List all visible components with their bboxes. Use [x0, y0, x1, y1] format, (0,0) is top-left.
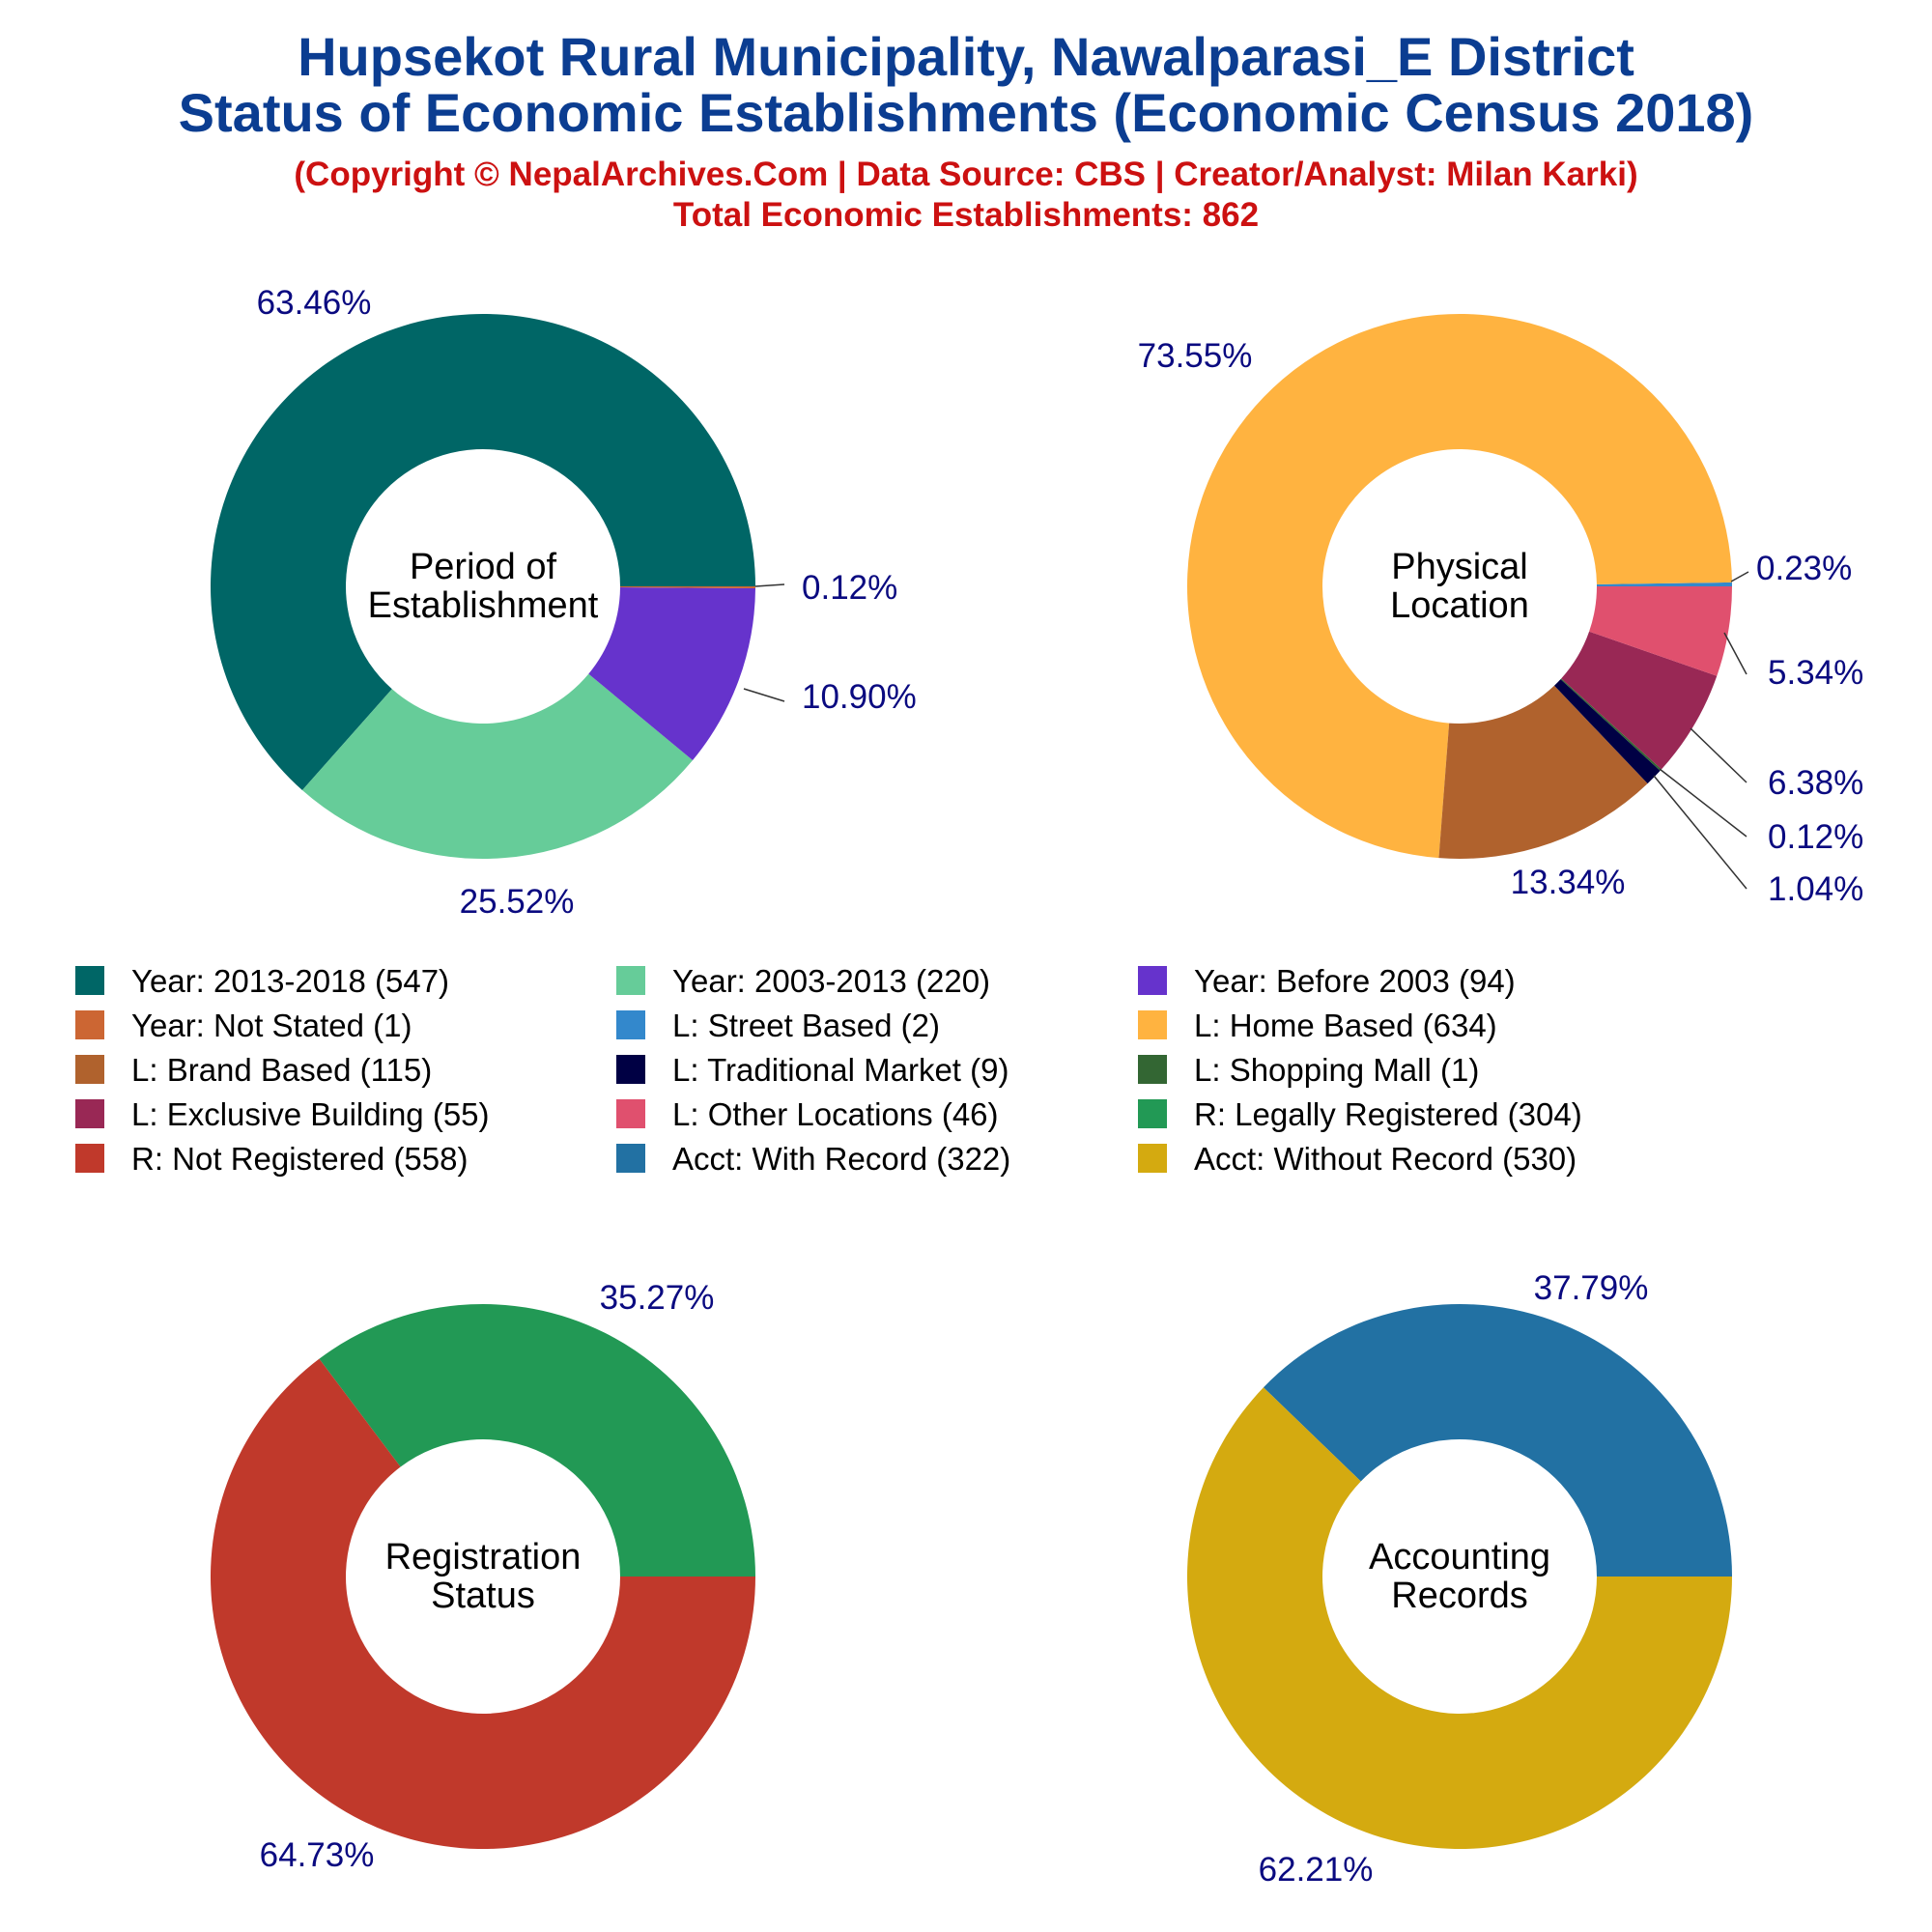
slice-l-shopping-mall — [1560, 678, 1662, 771]
center-label-line-2: Establishment — [368, 585, 599, 626]
pct-label-l-shopping-mall: 0.12% — [1768, 818, 1863, 856]
legend-label-l-brand-based-115: L: Brand Based (115) — [131, 1052, 432, 1088]
legend-swatch-year-2013-2018-547 — [75, 966, 104, 995]
pct-label-acct-with-record: 37.79% — [1534, 1269, 1649, 1307]
pct-label-year-before-2003: 10.90% — [802, 678, 917, 716]
leader-line-year-not-stated — [754, 583, 785, 587]
center-label-line-1: Accounting — [1369, 1537, 1550, 1577]
legend-swatch-year-before-2003-94 — [1138, 966, 1167, 995]
slice-year-2013-2018 — [210, 314, 755, 791]
legend-swatch-l-other-locations-46 — [616, 1099, 645, 1128]
legend-swatch-l-home-based-634 — [1138, 1010, 1167, 1039]
legend-label-acct-with-record-322: Acct: With Record (322) — [672, 1141, 1010, 1177]
subtitle: (Copyright © NepalArchives.Com | Data So… — [294, 156, 1637, 193]
slice-acct-with-record — [1263, 1304, 1732, 1577]
center-label-line-2: Location — [1390, 585, 1529, 626]
pct-label-l-home-based: 73.55% — [1138, 337, 1253, 375]
center-label-line-1: Physical — [1391, 547, 1528, 587]
legend-swatch-acct-with-record-322 — [616, 1144, 645, 1173]
center-label-line-2: Records — [1391, 1576, 1528, 1616]
legend-label-l-shopping-mall-1: L: Shopping Mall (1) — [1194, 1052, 1479, 1088]
pct-label-l-street-based: 0.23% — [1756, 550, 1852, 587]
legend-label-l-street-based-2: L: Street Based (2) — [672, 1008, 940, 1043]
pct-label-year-2013-2018: 63.46% — [257, 284, 372, 322]
slice-year-2003-2013 — [301, 673, 694, 859]
slice-l-exclusive-building — [1561, 631, 1718, 770]
legend-swatch-acct-without-record-530 — [1138, 1144, 1167, 1173]
legend-swatch-l-exclusive-building-55 — [75, 1099, 104, 1128]
legend-label-year-before-2003-94: Year: Before 2003 (94) — [1194, 963, 1516, 999]
legend-label-year-not-stated-1: Year: Not Stated (1) — [131, 1008, 412, 1043]
slice-r-legally-registered — [319, 1303, 756, 1577]
pct-label-r-not-registered: 64.73% — [260, 1836, 375, 1874]
legend-swatch-l-shopping-mall-1 — [1138, 1055, 1167, 1084]
legend-label-l-home-based-634: L: Home Based (634) — [1194, 1008, 1497, 1043]
slice-year-before-2003 — [588, 587, 755, 761]
leader-line-year-before-2003 — [743, 688, 785, 702]
legend-swatch-r-legally-registered-304 — [1138, 1099, 1167, 1128]
slice-l-other-locations — [1589, 586, 1732, 676]
legend-swatch-l-brand-based-115 — [75, 1055, 104, 1084]
leader-line-l-shopping-mall — [1659, 768, 1747, 838]
legend-label-r-legally-registered-304: R: Legally Registered (304) — [1194, 1096, 1582, 1132]
legend-label-year-2003-2013-220: Year: 2003-2013 (220) — [672, 963, 990, 999]
legend-swatch-r-not-registered-558 — [75, 1144, 104, 1173]
slice-acct-without-record — [1186, 1387, 1732, 1849]
slice-l-traditional-market — [1554, 679, 1661, 784]
donut-period-of-establishment: 63.46% 25.52% 10.90% 0.12% Period ofEstablis… — [210, 284, 917, 921]
total-establishments: Total Economic Establishments: 862 — [673, 196, 1259, 234]
center-label-line-1: Registration — [385, 1537, 582, 1577]
legend-label-year-2013-2018-547: Year: 2013-2018 (547) — [131, 963, 449, 999]
legend-swatch-year-not-stated-1 — [75, 1010, 104, 1039]
slice-year-not-stated — [619, 586, 755, 589]
pct-label-l-brand-based: 13.34% — [1511, 864, 1626, 901]
legend-label-l-other-locations-46: L: Other Locations (46) — [672, 1096, 999, 1132]
slice-l-street-based — [1596, 582, 1732, 586]
center-label-line-1: Period of — [410, 547, 557, 587]
legend-label-r-not-registered-558: R: Not Registered (558) — [131, 1141, 468, 1177]
pct-label-year-not-stated: 0.12% — [802, 569, 897, 607]
legend-label-l-exclusive-building-55: L: Exclusive Building (55) — [131, 1096, 490, 1132]
center-label-line-2: Status — [431, 1576, 535, 1616]
donut-physical-location: 0.23% 73.55% 13.34% 1.04% 0.12% 6.38% 5.34% Phy… — [1138, 314, 1863, 908]
legend-swatch-l-street-based-2 — [616, 1010, 645, 1039]
legend-swatch-year-2003-2013-220 — [616, 966, 645, 995]
pct-label-l-exclusive-building: 6.38% — [1768, 764, 1863, 802]
pct-label-acct-without-record: 62.21% — [1259, 1851, 1374, 1889]
leader-line-l-other-locations — [1723, 632, 1747, 675]
title-line-1: Hupsekot Rural Municipality, Nawalparasi… — [298, 26, 1634, 87]
legend: Year: 2013-2018 (547) Year: 2003-2013 (22… — [75, 963, 1582, 1177]
slice-l-brand-based — [1438, 685, 1648, 859]
legend-label-acct-without-record-530: Acct: Without Record (530) — [1194, 1141, 1577, 1177]
pct-label-l-other-locations: 5.34% — [1768, 654, 1863, 692]
leader-line-l-traditional-market — [1653, 775, 1747, 890]
leader-line-l-exclusive-building — [1690, 727, 1747, 783]
pct-label-r-legally-registered: 35.27% — [600, 1279, 715, 1317]
slice-l-home-based — [1187, 314, 1732, 859]
title-line-2: Status of Economic Establishments (Econo… — [179, 82, 1754, 143]
legend-swatch-l-traditional-market-9 — [616, 1055, 645, 1084]
slice-r-not-registered — [211, 1358, 755, 1849]
legend-label-l-traditional-market-9: L: Traditional Market (9) — [672, 1052, 1009, 1088]
pct-label-year-2003-2013: 25.52% — [460, 883, 575, 921]
pct-label-l-traditional-market: 1.04% — [1768, 870, 1863, 908]
leader-line-l-street-based — [1730, 571, 1749, 582]
